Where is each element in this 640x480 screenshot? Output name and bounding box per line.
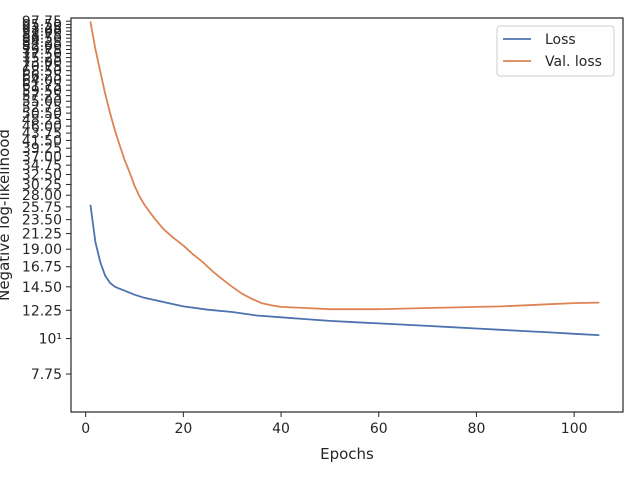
legend: Loss Val. loss xyxy=(496,25,615,77)
y-tick-label: 16.75 xyxy=(22,260,62,276)
y-tick-label: 10¹ xyxy=(39,332,62,348)
y-tick-label: 32.50 xyxy=(22,167,62,183)
y-tick-label: 66.25 xyxy=(22,68,62,84)
series-lines xyxy=(89,21,600,337)
y-tick-label: 77.50 xyxy=(22,46,62,62)
y-tick-label: 43.75 xyxy=(22,126,62,142)
x-axis-title: Epochs xyxy=(320,445,374,463)
x-tick-label: 80 xyxy=(468,421,486,437)
y-tick-label: 84.25 xyxy=(22,35,62,51)
legend-label: Loss xyxy=(545,32,576,48)
y-tick-label: 46.00 xyxy=(22,119,62,135)
x-tick-label: 20 xyxy=(174,421,192,437)
y-tick-label: 64.00 xyxy=(22,73,62,89)
y-tick-label: 37.00 xyxy=(22,149,62,165)
y-tick-label: 19.00 xyxy=(22,242,62,258)
y-tick-label: 97.75 xyxy=(22,14,62,30)
x-tick-label: 0 xyxy=(81,421,90,437)
x-tick-label: 60 xyxy=(370,421,388,437)
x-tick-label: 40 xyxy=(272,421,290,437)
series-line-val-loss xyxy=(89,21,600,311)
y-tick-label: 41.50 xyxy=(22,133,62,149)
y-tick-label: 73.00 xyxy=(22,55,62,71)
y-tick-label: 28.00 xyxy=(22,188,62,204)
plot-frame xyxy=(70,17,624,413)
y-tick-label: 23.50 xyxy=(22,213,62,229)
x-tick-labels: 0 20 40 60 80 100 xyxy=(81,412,588,437)
y-tick-label: 91.00 xyxy=(22,24,62,40)
y-tick-label: 50.50 xyxy=(22,106,62,122)
y-tick-label: 70.75 xyxy=(22,59,62,75)
y-tick-label: 14.50 xyxy=(22,280,62,296)
y-tick-label: 12.25 xyxy=(22,303,62,319)
y-tick-label: 30.25 xyxy=(22,177,62,193)
x-tick-label: 100 xyxy=(561,421,588,437)
y-tick-label: 61.75 xyxy=(22,78,62,94)
y-tick-label: 55.00 xyxy=(22,94,62,110)
y-tick-label: 57.25 xyxy=(22,89,62,105)
y-tick-label: 93.25 xyxy=(22,21,62,37)
y-tick-label: 88.75 xyxy=(22,28,62,44)
y-tick-labels: 7.75 10¹ 12.25 14.50 16.75 19.0021.2523.5025.… xyxy=(22,14,71,383)
y-tick-label: 86.50 xyxy=(22,31,62,47)
legend-label: Val. loss xyxy=(545,54,602,70)
series-line-loss xyxy=(89,204,600,337)
y-tick-label: 82.00 xyxy=(22,39,62,55)
y-tick-label: 48.25 xyxy=(22,112,62,128)
y-tick-label: 7.75 xyxy=(31,367,62,383)
y-tick-label: 75.25 xyxy=(22,51,62,67)
y-tick-label: 79.75 xyxy=(22,42,62,58)
y-tick-label: 95.50 xyxy=(22,17,62,33)
y-tick-label: 52.75 xyxy=(22,100,62,116)
y-tick-label: 68.50 xyxy=(22,64,62,80)
y-tick-label: 39.25 xyxy=(22,141,62,157)
y-axis-title: Negative log-likelihood xyxy=(0,129,13,301)
y-tick-label: 25.75 xyxy=(22,200,62,216)
y-tick-label: 34.75 xyxy=(22,158,62,174)
y-tick-label: 21.25 xyxy=(22,227,62,243)
y-tick-label: 59.50 xyxy=(22,83,62,99)
